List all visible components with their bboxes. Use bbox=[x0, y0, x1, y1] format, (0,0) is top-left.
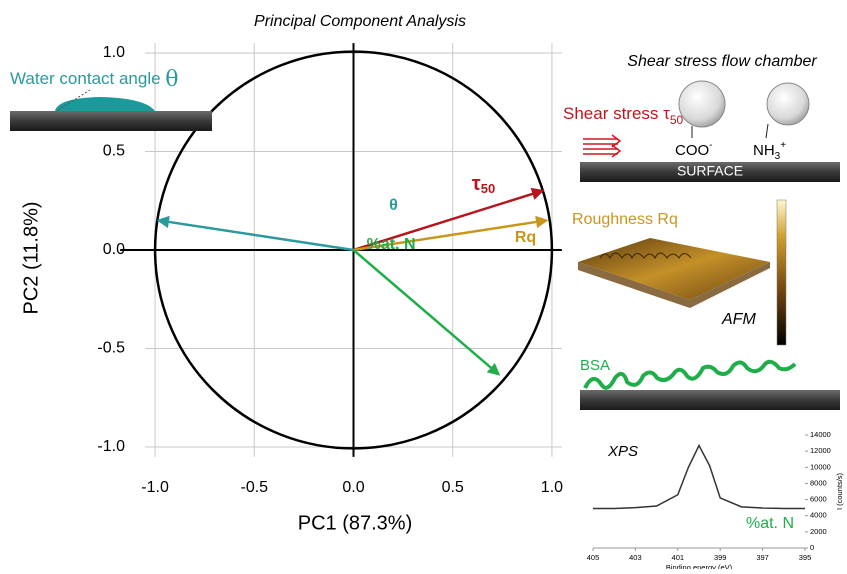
symbol: θ bbox=[165, 67, 178, 92]
colorbar bbox=[776, 199, 787, 346]
spectrum-line bbox=[593, 443, 805, 510]
vector-label: τ50 bbox=[472, 173, 495, 196]
x-axis-label: Binding energy (eV) bbox=[666, 563, 733, 569]
x-tick-label: 0.0 bbox=[342, 479, 364, 496]
y-axis-label: PC2 (11.8%) bbox=[20, 201, 42, 314]
y-tick-label: 14000 bbox=[810, 430, 831, 439]
x-tick-label: 1.0 bbox=[541, 479, 563, 496]
label: Shear stress τ bbox=[563, 104, 670, 123]
y-tick-label: 6000 bbox=[810, 495, 827, 504]
afm-label: Roughness Rq bbox=[572, 211, 678, 228]
bsa-label: BSA bbox=[580, 357, 610, 374]
y-tick-label: 12000 bbox=[810, 446, 831, 455]
pca-plot: -1.0 -0.5 0.0 0.5 1.0 -1.0 -0.5 0.0 0.5 1.0 θ τ50 Rq… bbox=[97, 43, 563, 496]
afm-texture bbox=[599, 252, 692, 260]
y-tick-label: -0.5 bbox=[97, 340, 125, 357]
label: Rq bbox=[515, 229, 536, 246]
loading-vector bbox=[156, 215, 354, 252]
y-tick-label: 1.0 bbox=[103, 44, 125, 61]
annotation: %at. N bbox=[746, 515, 794, 532]
x-tick-label: 401 bbox=[672, 553, 685, 562]
slab bbox=[580, 162, 840, 182]
label: %at. N bbox=[367, 236, 416, 253]
x-tick-label: 0.5 bbox=[442, 479, 464, 496]
bsa-illustration: BSA bbox=[580, 357, 840, 410]
flow-arrows bbox=[583, 134, 622, 158]
vector-label: θ bbox=[389, 197, 398, 214]
sphere bbox=[766, 82, 810, 126]
shear-label: Shear stress τ50 bbox=[563, 104, 684, 127]
flow-title: Shear stress flow chamber bbox=[627, 53, 817, 70]
chart-title: Principal Component Analysis bbox=[254, 13, 466, 30]
protein bbox=[583, 359, 797, 390]
vector-label: Rq bbox=[515, 229, 536, 246]
label: θ bbox=[389, 197, 398, 214]
afm-illustration: Roughness Rq AFM bbox=[572, 199, 787, 346]
y-tick-label: 0 bbox=[810, 543, 814, 552]
label: NH bbox=[753, 142, 775, 159]
superscript: + bbox=[780, 140, 786, 151]
loading-vector bbox=[352, 249, 501, 376]
slab bbox=[580, 390, 840, 410]
x-axis-label: PC1 (87.3%) bbox=[298, 512, 413, 534]
sphere bbox=[678, 80, 726, 128]
y-axis-label: I (counts/s) bbox=[835, 472, 844, 510]
subscript: 50 bbox=[481, 181, 495, 196]
afm-surface bbox=[578, 238, 770, 300]
x-tick-label: 395 bbox=[799, 553, 812, 562]
inset-title: XPS bbox=[607, 443, 638, 460]
correlation-circle bbox=[153, 50, 554, 450]
x-tick-label: -0.5 bbox=[240, 479, 268, 496]
y-tick-label: 4000 bbox=[810, 511, 827, 520]
flow-illustration: Shear stress flow chamber Shear stress τ… bbox=[563, 53, 840, 182]
slab bbox=[10, 111, 212, 131]
x-tick-label: 399 bbox=[714, 553, 727, 562]
xps-inset: 0 2000 4000 6000 8000 10000 12000 14000 405 403 40… bbox=[587, 430, 844, 572]
droplet bbox=[55, 97, 155, 111]
label: Water contact angle bbox=[10, 69, 161, 88]
water-illustration: Water contact angle θ bbox=[10, 67, 212, 131]
superscript: - bbox=[709, 140, 712, 151]
coo-label: COO- bbox=[675, 140, 713, 159]
vector-label: %at. N bbox=[367, 236, 416, 253]
x-tick-label: 397 bbox=[756, 553, 769, 562]
afm-name: AFM bbox=[721, 311, 756, 328]
linker bbox=[765, 123, 769, 139]
loading-vector bbox=[353, 187, 545, 252]
y-tick-label: 0.0 bbox=[103, 241, 125, 258]
y-tick-label: 2000 bbox=[810, 527, 827, 536]
label: COO bbox=[675, 142, 709, 159]
x-tick-label: -1.0 bbox=[141, 479, 169, 496]
nh-label: NH3+ bbox=[753, 140, 786, 162]
loading-vector bbox=[353, 215, 549, 252]
y-tick-label: 10000 bbox=[810, 462, 831, 471]
afm-side bbox=[578, 262, 770, 308]
label: τ bbox=[472, 173, 481, 195]
water-label: Water contact angle θ bbox=[10, 67, 179, 92]
x-tick-label: 405 bbox=[587, 553, 600, 562]
surface-label: SURFACE bbox=[677, 163, 743, 179]
y-tick-label: -1.0 bbox=[97, 438, 125, 455]
subscript: 50 bbox=[670, 113, 684, 127]
x-tick-label: 403 bbox=[629, 553, 642, 562]
y-tick-label: 0.5 bbox=[103, 143, 125, 160]
y-tick-label: 8000 bbox=[810, 478, 827, 487]
subscript: 3 bbox=[775, 151, 781, 162]
